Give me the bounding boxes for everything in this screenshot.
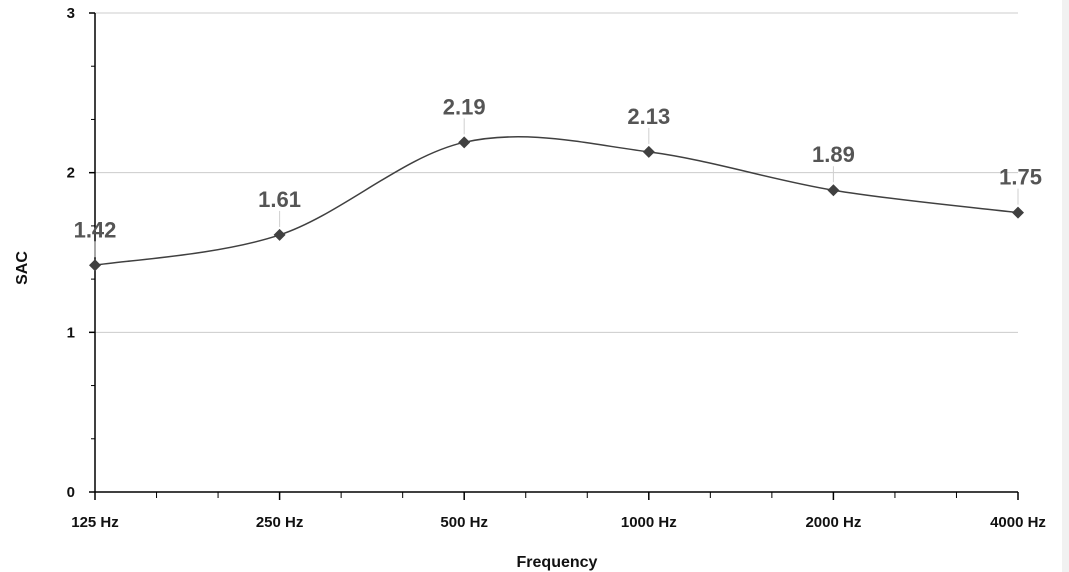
axis-ticks bbox=[89, 12, 1019, 500]
y-tick-label-3: 3 bbox=[67, 5, 75, 22]
gridlines bbox=[95, 12, 1018, 333]
data-point-marker-5 bbox=[1012, 206, 1024, 219]
y-axis-title: SAC bbox=[14, 251, 31, 285]
x-tick-label-5: 4000 Hz bbox=[990, 514, 1046, 531]
data-point-marker-2 bbox=[458, 136, 471, 149]
x-tick-label-2: 500 Hz bbox=[440, 514, 488, 531]
y-axis-tick-labels: 0 1 2 3 bbox=[67, 5, 75, 501]
x-tick-label-0: 125 Hz bbox=[71, 514, 119, 531]
data-point-marker-4 bbox=[827, 184, 840, 197]
series-line bbox=[94, 136, 1019, 267]
x-tick-label-3: 1000 Hz bbox=[621, 514, 677, 531]
data-markers bbox=[89, 136, 1024, 272]
x-tick-label-4: 2000 Hz bbox=[805, 514, 861, 531]
data-labels: 1.42 1.61 2.19 2.13 1.89 1.75 bbox=[74, 94, 1042, 258]
axes bbox=[94, 13, 1018, 493]
scrollbar-track[interactable] bbox=[1062, 0, 1069, 572]
data-point-marker-1 bbox=[273, 228, 286, 241]
data-label-4: 1.89 bbox=[812, 142, 855, 167]
data-label-3: 2.13 bbox=[627, 104, 670, 129]
data-label-1: 1.61 bbox=[258, 187, 301, 212]
y-tick-label-1: 1 bbox=[67, 324, 75, 341]
x-axis-title: Frequency bbox=[517, 554, 598, 571]
data-label-2: 2.19 bbox=[443, 94, 486, 119]
x-tick-label-1: 250 Hz bbox=[256, 514, 304, 531]
data-label-0: 1.42 bbox=[74, 217, 117, 242]
y-tick-label-2: 2 bbox=[67, 165, 75, 182]
data-label-5: 1.75 bbox=[999, 165, 1042, 190]
x-axis-tick-labels: 125 Hz 250 Hz 500 Hz 1000 Hz 2000 Hz 4000 Hz bbox=[71, 514, 1046, 531]
data-point-marker-3 bbox=[642, 145, 655, 158]
y-tick-label-0: 0 bbox=[67, 484, 75, 501]
data-point-marker-0 bbox=[89, 259, 101, 272]
